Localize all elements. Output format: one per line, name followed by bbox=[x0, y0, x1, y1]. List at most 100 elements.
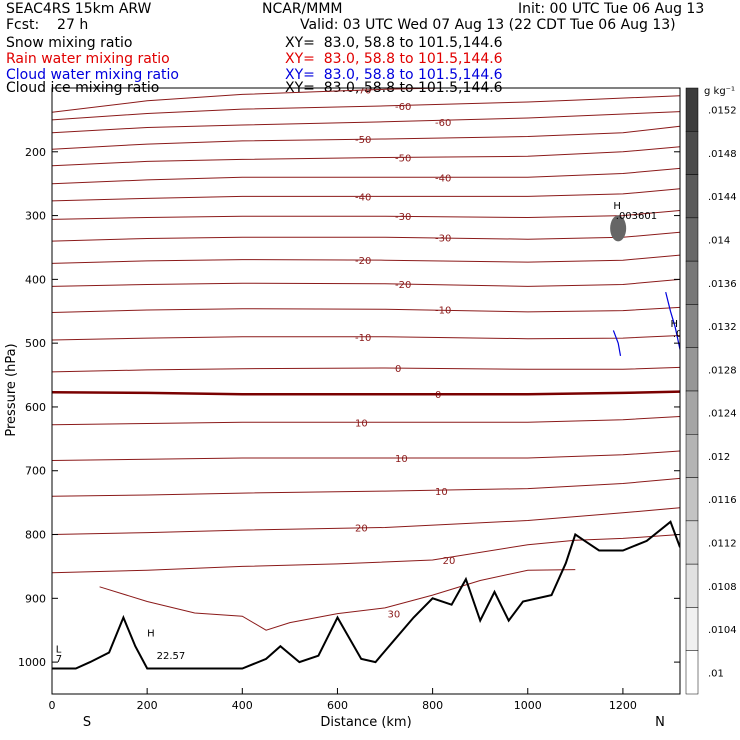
contour-label: 20 bbox=[355, 524, 368, 535]
colorbar-tick-label: .012 bbox=[708, 452, 730, 463]
temperature-contour bbox=[52, 278, 680, 287]
x-tick-label: 600 bbox=[327, 699, 348, 712]
terrain-line bbox=[52, 520, 680, 670]
colorbar-segment bbox=[685, 520, 699, 565]
colorbar-tick-label: .0104 bbox=[708, 625, 737, 636]
contour-label: 0 bbox=[435, 390, 441, 401]
colorbar-tick-label: .0132 bbox=[708, 322, 737, 333]
colorbar-segment bbox=[685, 174, 699, 219]
x-tick-label: 1000 bbox=[514, 699, 542, 712]
contour-label: -60 bbox=[435, 118, 451, 129]
field-label-rain: Rain water mixing ratio bbox=[6, 51, 170, 67]
colorbar-segment bbox=[685, 390, 699, 435]
contour-label: -60 bbox=[395, 102, 411, 113]
temperature-contour bbox=[52, 366, 680, 373]
field-xy-cloud-water: XY= 83.0, 58.8 to 101.5,144.6 bbox=[285, 67, 503, 83]
field-label-cloud-water: Cloud water mixing ratio bbox=[6, 67, 179, 83]
contour-label: -20 bbox=[355, 256, 371, 267]
colorbar-segment bbox=[685, 131, 699, 175]
temperature-contour bbox=[52, 88, 466, 113]
colorbar-tick-label: .0136 bbox=[708, 279, 737, 290]
temperature-contour bbox=[52, 167, 680, 185]
colorbar-segment bbox=[685, 304, 699, 348]
colorbar-tick-label: .0144 bbox=[708, 192, 737, 203]
axis-layer: 0 200 400 600 800 1000 12002003004005006007008… bbox=[18, 146, 680, 712]
extremum-annotation: L bbox=[56, 645, 62, 656]
colorbar-tick-label: .0108 bbox=[708, 582, 737, 593]
colorbar-tick-label: .014 bbox=[708, 236, 730, 247]
colorbar-tick-label: .0112 bbox=[708, 539, 737, 550]
cloud-water-contour bbox=[612, 330, 622, 357]
y-tick-label: 400 bbox=[25, 273, 46, 286]
contour-label: 0 bbox=[395, 364, 401, 375]
contour-label: 30 bbox=[387, 610, 400, 621]
contour-label: 10 bbox=[395, 454, 408, 465]
extremum-annotation: H bbox=[613, 201, 621, 212]
contour-label: -40 bbox=[435, 173, 451, 184]
cloud-water-contour bbox=[665, 291, 680, 350]
temperature-contour bbox=[52, 507, 680, 535]
contour-label: -30 bbox=[435, 233, 451, 244]
contour-label: 10 bbox=[435, 487, 448, 498]
y-tick-label: 800 bbox=[25, 529, 46, 542]
contour-label: -20 bbox=[395, 280, 411, 291]
colorbar-unit: g kg⁻¹ bbox=[704, 86, 735, 97]
temperature-contour bbox=[52, 210, 680, 220]
colorbar-segment bbox=[685, 607, 699, 651]
colorbar-segment bbox=[685, 650, 699, 695]
extremum-annotation: 22.57 bbox=[157, 651, 186, 662]
contour-label: 10 bbox=[355, 418, 368, 429]
colorbar-tick-label: .0128 bbox=[708, 365, 737, 376]
temperature-contour bbox=[52, 534, 680, 574]
contour-label: -50 bbox=[395, 154, 411, 165]
contour-label: -10 bbox=[435, 305, 451, 316]
valid-time: Valid: 03 UTC Wed 07 Aug 13 (22 CDT Tue … bbox=[300, 17, 676, 33]
north-endpoint-label: N bbox=[655, 715, 665, 730]
colorbar: .0152 .0148 .0144 .014 .0136 .0132 .0128 .0124.… bbox=[685, 87, 737, 695]
model-title: SEAC4RS 15km ARW bbox=[6, 1, 152, 17]
extremum-annotation: H bbox=[147, 629, 155, 640]
temperature-contour bbox=[52, 416, 680, 426]
colorbar-tick-label: .01 bbox=[708, 668, 724, 679]
field-xy-snow: XY= 83.0, 58.8 to 101.5,144.6 bbox=[285, 35, 503, 51]
colorbar-segment bbox=[685, 260, 699, 305]
colorbar-segment bbox=[685, 347, 699, 392]
temperature-contour bbox=[52, 95, 680, 121]
forecast-hour: Fcst: 27 h bbox=[6, 17, 89, 33]
colorbar-tick-label: .0152 bbox=[708, 106, 737, 117]
temperature-contour bbox=[52, 231, 680, 242]
extremum-annotation: H bbox=[670, 319, 678, 330]
contour-label: -10 bbox=[355, 333, 371, 344]
center-label: NCAR/MMM bbox=[262, 1, 343, 17]
contour-label: -40 bbox=[355, 192, 371, 203]
y-tick-label: 300 bbox=[25, 210, 46, 223]
field-xy-rain: XY= 83.0, 58.8 to 101.5,144.6 bbox=[285, 51, 503, 67]
extremum-annotation: .0244 bbox=[673, 329, 702, 340]
y-tick-label: 900 bbox=[25, 592, 46, 605]
colorbar-tick-label: .0148 bbox=[708, 149, 737, 160]
colorbar-segment bbox=[685, 87, 699, 132]
extremum-annotation: 7 bbox=[56, 654, 62, 665]
x-tick-label: 1200 bbox=[609, 699, 637, 712]
field-label-snow: Snow mixing ratio bbox=[6, 35, 133, 51]
temperature-contour bbox=[52, 306, 680, 313]
colorbar-segment bbox=[685, 434, 699, 478]
y-tick-label: 500 bbox=[25, 337, 46, 350]
temperature-contour bbox=[99, 569, 576, 631]
x-tick-label: 400 bbox=[232, 699, 253, 712]
contour-label: -30 bbox=[395, 212, 411, 223]
contour-label: -70 bbox=[355, 85, 371, 96]
temperature-contour bbox=[52, 188, 680, 202]
y-axis-label: Pressure (hPa) bbox=[4, 343, 19, 436]
colorbar-tick-label: .0116 bbox=[708, 495, 737, 506]
y-tick-label: 700 bbox=[25, 465, 46, 478]
temperature-contour bbox=[52, 125, 680, 150]
contour-label: 20 bbox=[443, 556, 456, 567]
freezing-level-contour bbox=[52, 390, 680, 396]
colorbar-tick-label: .0124 bbox=[708, 409, 737, 420]
y-tick-label: 600 bbox=[25, 401, 46, 414]
init-time: Init: 00 UTC Tue 06 Aug 13 bbox=[518, 1, 705, 17]
plot-frame bbox=[51, 87, 681, 695]
y-tick-label: 1000 bbox=[18, 656, 46, 669]
